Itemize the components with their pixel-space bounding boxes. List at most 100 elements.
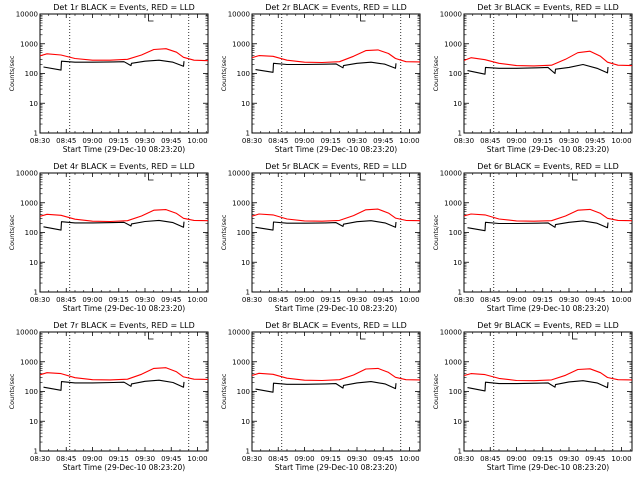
panel-title: Det 5r BLACK = Events, RED = LLD xyxy=(265,162,407,171)
y-tick-label: 10000 xyxy=(228,11,250,19)
lld-series-line xyxy=(464,368,632,382)
x-tick-label: 09:45 xyxy=(585,455,605,463)
x-tick-label: 08:30 xyxy=(242,296,262,304)
y-tick-label: 10 xyxy=(453,418,462,426)
x-axis-label: Start Time (29-Dec-10 08:23:20) xyxy=(63,463,185,472)
y-tick-label: 100 xyxy=(25,388,38,396)
lld-series-line xyxy=(464,208,632,222)
x-tick-label: 09:30 xyxy=(347,296,367,304)
y-tick-label: 10000 xyxy=(16,11,38,19)
panel-title: Det 6r BLACK = Events, RED = LLD xyxy=(477,162,619,171)
panel-det-6: Det 6r BLACK = Events, RED = LLD 1 10 100 10… xyxy=(432,162,633,313)
x-tick-label: 09:30 xyxy=(559,296,579,304)
x-tick-label: 09:15 xyxy=(109,296,129,304)
x-tick-label: 09:15 xyxy=(321,137,341,145)
x-tick-label: 09:30 xyxy=(559,455,579,463)
y-tick-label: 1 xyxy=(458,289,462,297)
panel-det-3: Det 3r BLACK = Events, RED = LLD 1 10 100 10… xyxy=(432,3,633,154)
x-tick-label: 09:00 xyxy=(506,455,526,463)
y-tick-label: 10000 xyxy=(440,329,462,337)
y-axis-label: Counts/sec xyxy=(220,373,228,409)
events-series-line xyxy=(255,220,397,231)
y-tick-label: 10000 xyxy=(228,329,250,337)
events-series-line xyxy=(255,61,397,73)
x-tick-label: 10:00 xyxy=(399,137,419,145)
x-tick-label: 09:15 xyxy=(321,296,341,304)
y-tick-label: 10 xyxy=(241,259,250,267)
x-tick-label: 08:45 xyxy=(268,455,288,463)
y-tick-label: 1000 xyxy=(20,40,38,48)
y-tick-label: 1 xyxy=(246,448,250,456)
lld-series-line xyxy=(40,367,208,381)
y-tick-label: 1000 xyxy=(20,358,38,366)
y-tick-label: 10 xyxy=(453,259,462,267)
lld-series-line xyxy=(464,50,632,67)
y-tick-label: 10 xyxy=(29,418,38,426)
x-axis-label: Start Time (29-Dec-10 08:23:20) xyxy=(487,463,609,472)
panel-title: Det 7r BLACK = Events, RED = LLD xyxy=(53,321,195,330)
y-tick-label: 10 xyxy=(29,100,38,108)
events-series-line xyxy=(43,59,185,71)
x-tick-label: 09:30 xyxy=(347,455,367,463)
x-tick-label: 09:30 xyxy=(135,455,155,463)
x-tick-label: 09:15 xyxy=(533,455,553,463)
x-tick-label: 09:45 xyxy=(161,455,181,463)
lld-series-line xyxy=(40,209,208,223)
y-tick-label: 100 xyxy=(449,70,462,78)
plot-frame xyxy=(251,172,421,293)
x-tick-label: 10:00 xyxy=(187,455,207,463)
event-bracket xyxy=(360,332,366,340)
y-axis-label: Counts/sec xyxy=(8,55,16,91)
y-tick-label: 10000 xyxy=(16,329,38,337)
x-axis-label: Start Time (29-Dec-10 08:23:20) xyxy=(63,145,185,154)
x-tick-label: 10:00 xyxy=(611,455,631,463)
x-tick-label: 08:45 xyxy=(268,296,288,304)
lld-series-line xyxy=(252,367,420,382)
panel-title: Det 8r BLACK = Events, RED = LLD xyxy=(265,321,407,330)
x-tick-label: 08:45 xyxy=(268,137,288,145)
x-tick-label: 09:00 xyxy=(506,296,526,304)
x-tick-label: 08:30 xyxy=(242,137,262,145)
events-series-line xyxy=(467,220,609,232)
event-bracket xyxy=(148,14,154,22)
event-bracket xyxy=(572,332,578,340)
y-tick-label: 10000 xyxy=(440,170,462,178)
panel-det-8: Det 8r BLACK = Events, RED = LLD 1 10 100 10… xyxy=(220,321,421,472)
y-tick-label: 1 xyxy=(458,130,462,138)
x-tick-label: 09:00 xyxy=(82,296,102,304)
y-tick-label: 10 xyxy=(241,100,250,108)
y-tick-label: 1 xyxy=(246,130,250,138)
events-series-line xyxy=(255,381,397,393)
y-tick-label: 1 xyxy=(458,448,462,456)
y-tick-label: 1 xyxy=(246,289,250,297)
x-tick-label: 09:30 xyxy=(135,137,155,145)
panel-title: Det 9r BLACK = Events, RED = LLD xyxy=(477,321,619,330)
x-tick-label: 08:45 xyxy=(480,296,500,304)
y-axis-label: Counts/sec xyxy=(220,214,228,250)
panel-title: Det 1r BLACK = Events, RED = LLD xyxy=(53,3,195,12)
panel-det-4: Det 4r BLACK = Events, RED = LLD 1 10 100 10… xyxy=(8,162,209,313)
x-tick-label: 09:45 xyxy=(161,137,181,145)
event-bracket xyxy=(360,14,366,22)
x-tick-label: 10:00 xyxy=(611,137,631,145)
x-tick-label: 08:30 xyxy=(30,296,50,304)
x-tick-label: 09:30 xyxy=(347,137,367,145)
panel-title: Det 3r BLACK = Events, RED = LLD xyxy=(477,3,619,12)
x-axis-label: Start Time (29-Dec-10 08:23:20) xyxy=(63,304,185,313)
x-tick-label: 09:30 xyxy=(135,296,155,304)
x-tick-label: 09:15 xyxy=(533,296,553,304)
x-tick-label: 09:45 xyxy=(585,296,605,304)
panel-det-9: Det 9r BLACK = Events, RED = LLD 1 10 100 10… xyxy=(432,321,633,472)
x-tick-label: 09:00 xyxy=(294,296,314,304)
event-bracket xyxy=(148,173,154,181)
plot-frame xyxy=(463,172,633,293)
y-tick-label: 100 xyxy=(449,388,462,396)
panel-det-2: Det 2r BLACK = Events, RED = LLD 1 10 100 10… xyxy=(220,3,421,154)
events-series-line xyxy=(467,380,609,392)
y-tick-label: 10000 xyxy=(228,170,250,178)
panel-title: Det 2r BLACK = Events, RED = LLD xyxy=(265,3,407,12)
y-tick-label: 100 xyxy=(25,70,38,78)
x-tick-label: 09:45 xyxy=(373,296,393,304)
y-tick-label: 1000 xyxy=(232,199,250,207)
